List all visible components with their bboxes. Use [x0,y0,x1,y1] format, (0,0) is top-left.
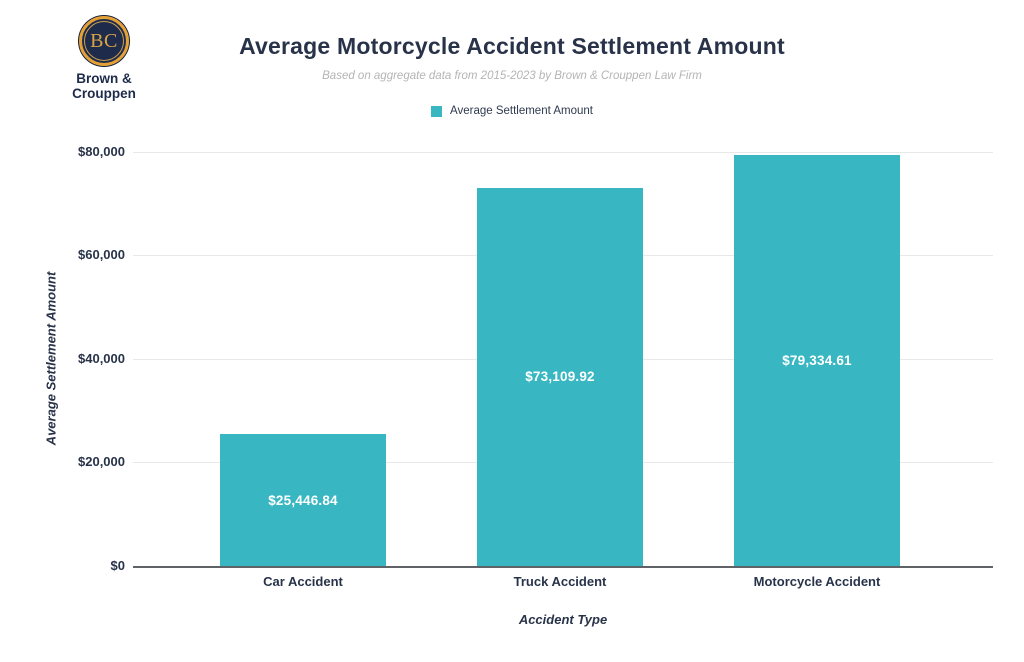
bar-car-accident[interactable]: $25,446.84 [220,434,386,566]
x-axis-title: Accident Type [518,612,608,627]
gridline [133,152,993,153]
brand-name-line2: Crouppen [72,86,136,101]
bar-value-label: $79,334.61 [782,353,852,369]
y-tick-label: $20,000 [78,454,125,469]
bar-truck-accident[interactable]: $73,109.92 [477,187,643,566]
bar-value-label: $25,446.84 [268,492,338,508]
y-tick-label: $40,000 [78,351,125,366]
chart-title: Average Motorcycle Accident Settlement A… [239,33,785,59]
y-tick-label: $60,000 [78,247,125,262]
legend-label: Average Settlement Amount [450,105,593,117]
bar-value-label: $73,109.92 [525,369,595,385]
x-tick-label-motorcycle: Motorcycle Accident [753,574,881,589]
plot-area: $25,446.84 $73,109.92 $79,334.61 [133,152,993,568]
chart-subtitle: Based on aggregate data from 2015-2023 b… [322,70,702,82]
brand-logo: BC Brown & Crouppen [58,16,150,101]
x-tick-label-truck: Truck Accident [513,574,607,589]
x-tick-label-car: Car Accident [263,574,343,589]
brand-name: Brown & Crouppen [58,71,150,101]
legend[interactable]: Average Settlement Amount [0,105,1024,117]
brand-name-line1: Brown & [76,71,132,86]
y-tick-label: $80,000 [78,144,125,159]
bar-motorcycle-accident[interactable]: $79,334.61 [734,155,900,566]
logo-inner-ring [84,21,124,61]
y-tick-label: $0 [110,558,125,573]
brand-logo-icon: BC [79,16,129,66]
legend-swatch-icon [431,105,442,117]
